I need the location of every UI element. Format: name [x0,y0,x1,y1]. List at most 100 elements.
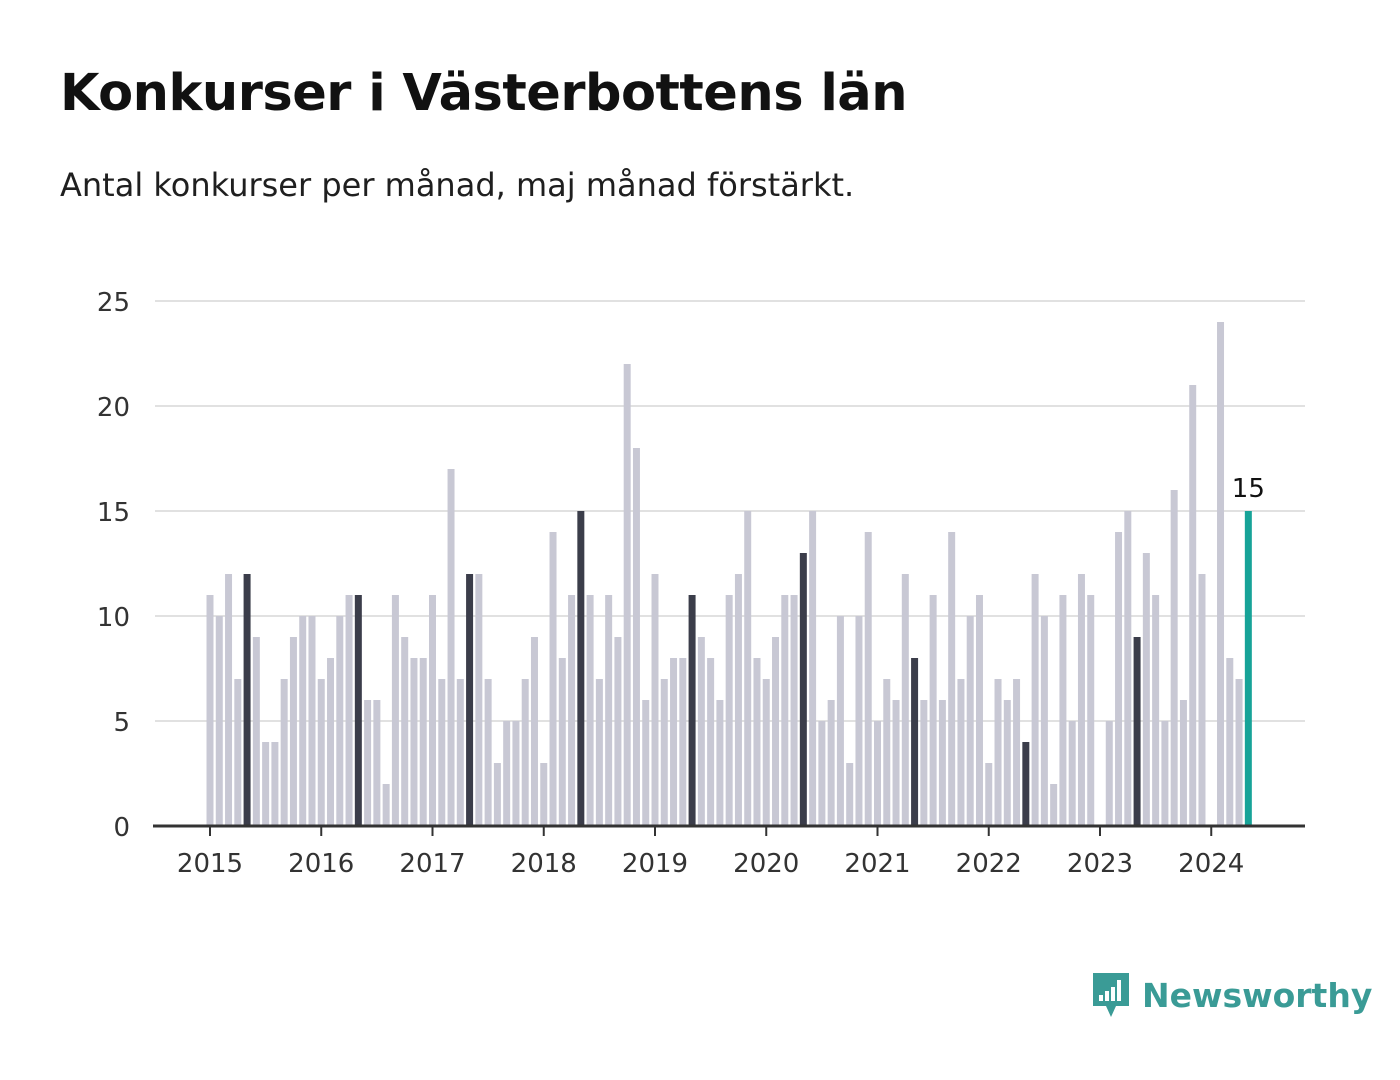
bar [605,595,613,826]
bar [1170,490,1178,826]
bar [558,658,566,826]
bar [855,616,863,826]
bar [1189,385,1197,826]
bar [920,700,928,826]
bar [1124,511,1132,826]
bar [744,511,752,826]
bar [994,679,1002,826]
bar [1133,637,1141,826]
bar [1022,742,1030,826]
brand-logo[interactable]: Newsworthy [1090,970,1372,1020]
bar [929,595,937,826]
x-tick-label: 2020 [733,849,799,879]
bar [327,658,335,826]
bar [280,679,288,826]
bar [623,364,631,826]
x-axis-labels: 2015 2016 2017 2018 2019 2020 2021 2022 2023 2024 [177,849,1244,879]
x-tick-label: 2021 [844,849,910,879]
bar [1031,574,1039,826]
bar [957,679,965,826]
bar [911,658,919,826]
bar [410,658,418,826]
bar [901,574,909,826]
bar [818,721,826,826]
bar [707,658,715,826]
bar [790,595,798,826]
bar [308,616,316,826]
bar [401,637,409,826]
x-tick-label: 2019 [622,849,688,879]
bar [1077,574,1085,826]
bar [252,637,260,826]
bar [577,511,585,826]
bar [874,721,881,826]
bar [762,679,770,826]
bar [772,637,780,826]
bar [975,595,983,826]
bar [1059,595,1067,826]
bar [530,637,538,826]
y-tick-label: 20 [97,393,130,423]
bar-chart-logo-icon [1093,973,1129,1017]
bar [447,469,455,826]
bar [846,763,854,826]
bar [809,511,817,826]
bar [753,658,761,826]
x-tick-label: 2018 [511,849,577,879]
bar [985,763,993,826]
bar [484,679,492,826]
bar [1115,532,1123,826]
bar [1003,700,1011,826]
bar [966,616,974,826]
chart-subtitle: Antal konkurser per månad, maj månad för… [60,166,855,204]
bar [521,679,529,826]
bar [429,595,436,826]
bar [938,700,946,826]
bar [373,700,381,826]
bar [697,637,705,826]
bar [299,616,307,826]
x-tick-label: 2017 [399,849,465,879]
bar [438,679,446,826]
bar [336,616,344,826]
bar [382,784,390,826]
bar [1087,595,1095,826]
bar [540,763,548,826]
chart-title: Konkurser i Västerbottens län [60,64,908,123]
bar [512,721,520,826]
x-tick-label: 2016 [288,849,354,879]
bar [716,700,724,826]
bar [651,574,659,826]
bar [827,700,835,826]
y-axis-labels: 0 5 10 15 20 25 [97,288,130,843]
annotations: 15 [1232,474,1265,504]
y-tick-label: 0 [113,813,130,843]
bar [475,574,483,826]
bar [1050,784,1058,826]
bars [206,322,1252,826]
bar [725,595,733,826]
bar [614,637,622,826]
bar [215,616,223,826]
bar [271,742,279,826]
bar [1013,679,1021,826]
bar [466,574,474,826]
bar [1198,574,1206,826]
bar [688,595,696,826]
bar [1040,616,1048,826]
y-tick-label: 10 [97,603,130,633]
bar [660,679,668,826]
bar [391,595,399,826]
bar [493,763,501,826]
bar [243,574,251,826]
x-tick-label: 2023 [1067,849,1133,879]
bar [679,658,687,826]
bar [1235,679,1243,826]
bar [799,553,807,826]
bar [234,679,242,826]
bar [586,595,594,826]
y-tick-label: 15 [97,498,130,528]
bar [456,679,464,826]
bar [1179,700,1187,826]
